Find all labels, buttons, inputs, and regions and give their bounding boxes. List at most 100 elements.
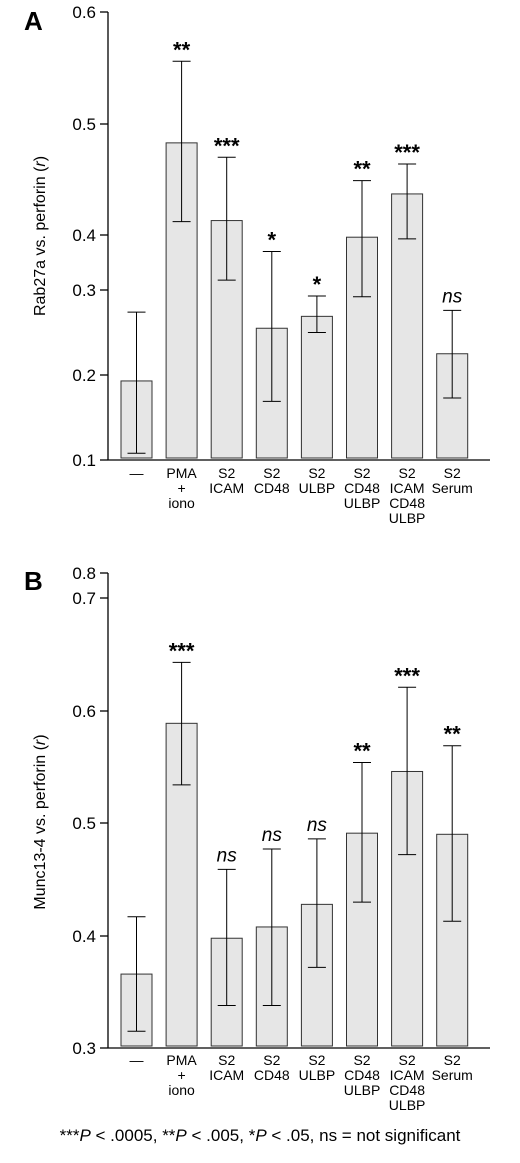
category-label-line: +: [178, 480, 186, 496]
footnote-threshold-1: < .0005,: [90, 1126, 163, 1145]
category-label-line: Serum: [432, 480, 473, 496]
category-label: S2 CD48 ULBP: [344, 465, 381, 511]
y-tick-label: 0.6: [72, 3, 96, 22]
category-label-line: S2: [399, 465, 416, 481]
y-axis-title-var: r: [32, 739, 49, 745]
category-label-line: S2: [353, 465, 370, 481]
y-tick-label: 0.7: [72, 589, 96, 608]
category-label: —: [130, 1052, 144, 1068]
y-axis-title-suffix: ): [32, 734, 49, 739]
significance-footnote: ***P < .0005, **P < .005, *P < .05, ns =…: [0, 1126, 520, 1146]
significance-label: *: [268, 228, 277, 253]
significance-label: ns: [307, 815, 328, 836]
category-label-line: S2: [263, 1052, 280, 1068]
category-label-line: ULBP: [344, 1082, 381, 1098]
significance-label: **: [353, 157, 371, 182]
bar: [300, 315, 333, 459]
category-label-line: ULBP: [299, 1067, 336, 1083]
category-label-line: CD48: [254, 1067, 290, 1083]
category-label-line: ULBP: [389, 1097, 426, 1113]
category-label: S2 CD48: [254, 1052, 290, 1083]
y-axis-title-text: Rab27a vs. perforin (: [32, 166, 49, 316]
panel-label: B: [24, 566, 43, 596]
category-label: S2 ICAM CD48 ULBP: [389, 465, 426, 526]
category-label-line: CD48: [254, 480, 290, 496]
category-label: S2 ICAM: [209, 1052, 244, 1083]
category-label: S2 Serum: [432, 465, 473, 496]
y-tick-label: 0.4: [72, 927, 96, 946]
category-label-line: PMA: [166, 465, 197, 481]
category-label: S2 CD48: [254, 465, 290, 496]
category-label: PMA + iono: [166, 1052, 197, 1098]
footnote-stars-1: *: [248, 1126, 256, 1145]
category-label-line: S2: [308, 1052, 325, 1068]
footnote-threshold-3: < .05, ns = not significant: [266, 1126, 461, 1145]
significance-label: **: [173, 37, 191, 62]
category-label: S2 ULBP: [299, 465, 336, 496]
category-label-line: iono: [168, 1082, 195, 1098]
category-label-line: S2: [218, 1052, 235, 1068]
category-label-line: —: [130, 465, 144, 481]
y-tick-label: 0.5: [72, 814, 96, 833]
category-label: S2 CD48 ULBP: [344, 1052, 381, 1098]
category-label: S2 Serum: [432, 1052, 473, 1083]
category-label: S2 ICAM: [209, 465, 244, 496]
significance-label: *: [313, 272, 322, 297]
y-tick-label: 0.4: [72, 226, 96, 245]
significance-label: ***: [394, 663, 420, 688]
category-label-line: ICAM: [390, 480, 425, 496]
category-label: S2 ULBP: [299, 1052, 336, 1083]
y-axis-title-suffix: ): [32, 156, 49, 161]
y-tick-label: 0.3: [72, 1039, 96, 1058]
category-label-line: S2: [444, 1052, 461, 1068]
y-axis-title-var: r: [32, 161, 49, 167]
category-label-line: ULBP: [389, 510, 426, 526]
category-label-line: Serum: [432, 1067, 473, 1083]
significance-label: ns: [262, 825, 283, 846]
footnote-p-2: P: [175, 1126, 187, 1145]
y-axis-title: Rab27a vs. perforin (r): [32, 156, 49, 316]
footnote-p-1: P: [79, 1126, 91, 1145]
significance-label: **: [444, 722, 462, 747]
category-label-line: ULBP: [344, 495, 381, 511]
category-label-line: S2: [353, 1052, 370, 1068]
category-label-line: CD48: [344, 480, 380, 496]
y-axis-title: Munc13-4 vs. perforin (r): [32, 734, 49, 909]
category-label: —: [130, 465, 144, 481]
panel-b: B Munc13-4 vs. perforin (r) 0.3 0.4 0.5 0.6 0.…: [24, 564, 490, 1113]
category-label-line: +: [178, 1067, 186, 1083]
footnote-stars-3: ***: [59, 1126, 80, 1145]
category-label-line: S2: [444, 465, 461, 481]
y-tick-label: 0.2: [72, 366, 96, 385]
category-label-line: —: [130, 1052, 144, 1068]
footnote-stars-2: **: [162, 1126, 176, 1145]
category-label-line: CD48: [344, 1067, 380, 1083]
footnote-p-3: P: [255, 1126, 267, 1145]
category-label-line: S2: [399, 1052, 416, 1068]
y-tick-label: 0.1: [72, 451, 96, 470]
category-label-line: iono: [168, 495, 195, 511]
category-label-line: ULBP: [299, 480, 336, 496]
category-label-line: CD48: [389, 1082, 425, 1098]
significance-label: ns: [217, 845, 238, 866]
category-label-line: PMA: [166, 1052, 197, 1068]
category-label-line: ICAM: [209, 1067, 244, 1083]
y-axis-title-text: Munc13-4 vs. perforin (: [32, 744, 49, 909]
y-tick-label: 0.3: [72, 281, 96, 300]
y-tick-label: 0.6: [72, 702, 96, 721]
footnote-threshold-2: < .005,: [186, 1126, 249, 1145]
category-label-line: ICAM: [390, 1067, 425, 1083]
y-tick-label: 0.5: [72, 115, 96, 134]
category-label-line: S2: [218, 465, 235, 481]
significance-label: ***: [394, 140, 420, 165]
significance-label: **: [353, 739, 371, 764]
category-label-line: CD48: [389, 495, 425, 511]
significance-label: ***: [214, 133, 240, 158]
category-label-line: S2: [308, 465, 325, 481]
category-label-line: S2: [263, 465, 280, 481]
significance-label: ***: [169, 638, 195, 663]
significance-label: ns: [442, 286, 463, 307]
category-label: PMA + iono: [166, 465, 197, 511]
category-label-line: ICAM: [209, 480, 244, 496]
